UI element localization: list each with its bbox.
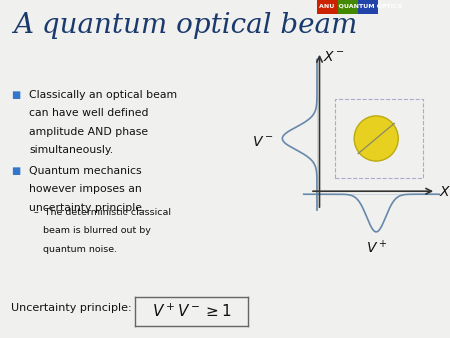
Text: $V^+V^- \geq 1$: $V^+V^- \geq 1$ <box>152 303 231 320</box>
Text: A quantum optical beam: A quantum optical beam <box>14 12 358 39</box>
Text: beam is blurred out by: beam is blurred out by <box>34 226 151 236</box>
Text: quantum noise.: quantum noise. <box>34 245 117 254</box>
Text: –  The deterministic classical: – The deterministic classical <box>34 208 171 217</box>
Text: Quantum mechanics: Quantum mechanics <box>29 166 142 176</box>
Text: however imposes an: however imposes an <box>29 184 142 194</box>
Ellipse shape <box>354 116 398 161</box>
Text: ■: ■ <box>11 90 21 100</box>
Text: $X^-$: $X^-$ <box>323 50 345 64</box>
Text: uncertainty principle.: uncertainty principle. <box>29 203 146 213</box>
Text: Classically an optical beam: Classically an optical beam <box>29 90 177 100</box>
Text: ■: ■ <box>11 166 21 176</box>
Text: $X^+$: $X^+$ <box>439 183 450 200</box>
Text: $V^+$: $V^+$ <box>365 239 387 256</box>
Text: amplitude AND phase: amplitude AND phase <box>29 127 148 137</box>
Text: simultaneously.: simultaneously. <box>29 145 113 155</box>
Text: Uncertainty principle:: Uncertainty principle: <box>11 303 132 313</box>
Text: $V^-$: $V^-$ <box>252 135 274 149</box>
Bar <box>335 99 423 178</box>
Text: ANU  QUANTUM OPTICS: ANU QUANTUM OPTICS <box>319 4 402 8</box>
Text: can have well defined: can have well defined <box>29 108 149 118</box>
